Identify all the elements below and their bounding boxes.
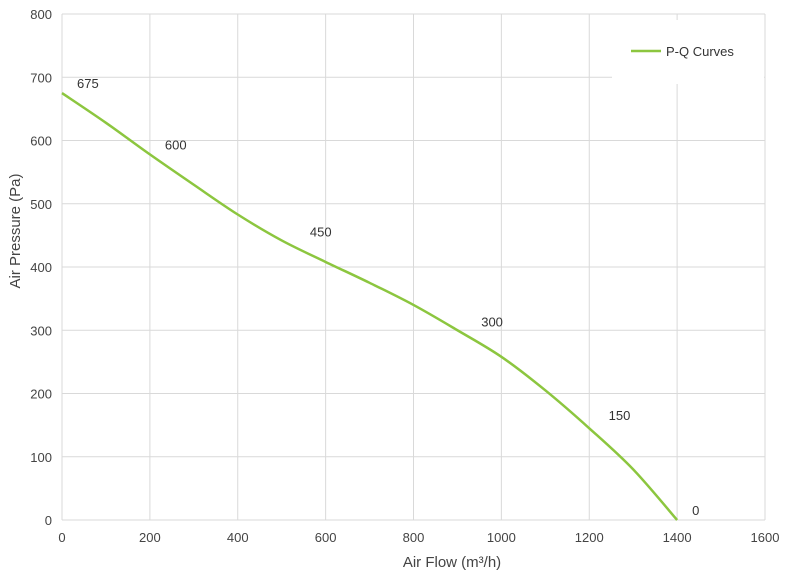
y-tick-label: 800 [30,7,52,22]
y-tick-label: 700 [30,70,52,85]
data-label: 150 [609,408,631,423]
data-label: 450 [310,225,332,240]
y-tick-label: 400 [30,260,52,275]
x-tick-label: 1400 [663,530,692,545]
y-tick-label: 0 [45,513,52,528]
data-label: 0 [692,503,699,518]
data-labels: 675 600 450 300 150 0 [77,76,699,518]
y-axis-ticks: 0 100 200 300 400 500 600 700 800 [30,7,52,528]
y-tick-label: 600 [30,134,52,149]
legend-label: P-Q Curves [666,44,734,59]
x-axis-title: Air Flow (m³/h) [403,554,501,571]
y-axis-title: Air Pressure (Pa) [7,173,24,288]
x-axis-ticks: 0 200 400 600 800 1000 1200 1400 1600 [58,530,779,545]
x-tick-label: 1200 [575,530,604,545]
x-tick-label: 0 [58,530,65,545]
y-tick-label: 300 [30,323,52,338]
data-label: 600 [165,137,187,152]
data-label: 300 [481,315,503,330]
x-tick-label: 1000 [487,530,516,545]
x-tick-label: 400 [227,530,249,545]
y-tick-label: 200 [30,387,52,402]
y-tick-label: 100 [30,450,52,465]
series-layer [61,92,679,521]
series-line-pq-curves [61,92,679,521]
x-tick-label: 600 [315,530,337,545]
x-tick-label: 800 [403,530,425,545]
x-tick-label: 200 [139,530,161,545]
legend: P-Q Curves [612,20,764,84]
data-label: 675 [77,76,99,91]
grid [61,13,766,521]
y-tick-label: 500 [30,197,52,212]
x-tick-label: 1600 [751,530,780,545]
